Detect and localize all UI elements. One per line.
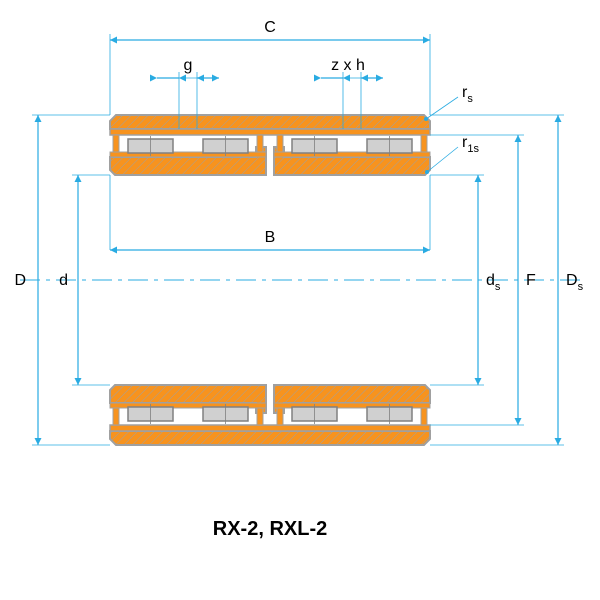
label-r1s: r1s (462, 134, 479, 155)
cage-bar (421, 408, 427, 425)
cage-bar (113, 135, 119, 152)
cage-bar (277, 135, 283, 152)
label-B: B (265, 229, 276, 246)
label-ds: ds (486, 272, 501, 293)
outer-ring (110, 431, 430, 445)
label-Ds: Ds (566, 272, 584, 293)
bearing-diagram (20, 115, 580, 445)
cage-bar (257, 408, 263, 425)
label-d: d (59, 272, 68, 289)
label-F: F (526, 272, 536, 289)
label-rs: rs (462, 84, 473, 105)
label-D: D (14, 272, 26, 289)
cage-bar (277, 408, 283, 425)
outer-ring-race (110, 425, 430, 431)
label-C: C (264, 19, 276, 36)
label-g: g (184, 57, 193, 74)
cage-bar (421, 135, 427, 152)
outer-ring-race (110, 129, 430, 135)
cage-bar (113, 408, 119, 425)
dimensions: Cg z x h rs r1s B Dd ds F Ds (14, 19, 583, 445)
diagram-caption: RX-2, RXL-2 (213, 518, 327, 540)
label-zxh: z x h (331, 57, 365, 74)
cage-bar (257, 135, 263, 152)
outer-ring (110, 115, 430, 129)
